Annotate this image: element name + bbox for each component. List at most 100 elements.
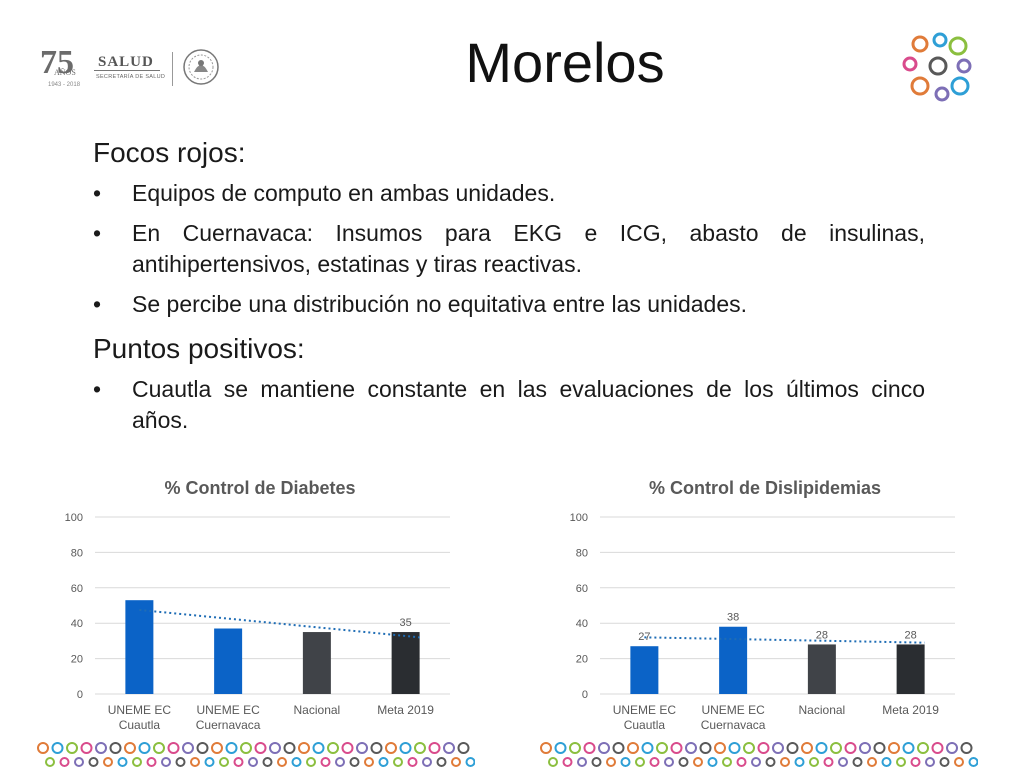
- positivos-list: Cuautla se mantiene constante en las eva…: [93, 374, 925, 436]
- y-tick-label: 0: [582, 689, 588, 701]
- deco-ring: [356, 742, 368, 754]
- deco-ring: [248, 757, 258, 767]
- y-tick-label: 100: [570, 512, 588, 524]
- deco-ring: [80, 742, 93, 754]
- slide-content: Focos rojos: Equipos de computo en ambas…: [93, 134, 925, 446]
- rings-logo-icon: [902, 32, 972, 102]
- deco-ring: [627, 742, 639, 754]
- chart-title: % Control de Dislipidemias: [648, 478, 882, 498]
- deco-ring: [233, 757, 244, 767]
- decorative-border-right: [540, 742, 978, 767]
- deco-ring: [211, 742, 223, 754]
- x-tick-label: Cuautla: [624, 718, 666, 732]
- deco-ring: [117, 757, 128, 767]
- deco-ring: [606, 757, 616, 767]
- deco-ring: [815, 742, 828, 754]
- deco-ring: [37, 742, 49, 754]
- ring-shape: [911, 35, 929, 53]
- bar: [807, 644, 836, 694]
- deco-ring: [540, 742, 552, 754]
- bar: [125, 600, 154, 694]
- deco-ring: [298, 742, 310, 754]
- deco-ring: [736, 757, 747, 767]
- deco-ring: [103, 757, 113, 767]
- bar: [391, 632, 420, 694]
- deco-ring: [699, 742, 712, 754]
- ring-shape: [956, 58, 972, 74]
- deco-ring: [138, 742, 151, 754]
- data-label: 27: [638, 631, 650, 643]
- ring-shape: [934, 86, 950, 102]
- deco-ring: [414, 742, 426, 754]
- diabetes-chart: % Control de Diabetes 0 20 40 60 80 100 UNEME …: [50, 470, 470, 740]
- deco-ring: [931, 742, 944, 754]
- logo-divider-line: [94, 70, 160, 71]
- ring-shape: [902, 56, 918, 72]
- logo-years-text: 1943 - 2018: [48, 82, 81, 88]
- deco-ring: [664, 757, 674, 767]
- deco-ring: [939, 757, 950, 767]
- deco-ring: [583, 742, 596, 754]
- deco-ring: [859, 742, 871, 754]
- x-tick-label: Cuautla: [119, 718, 161, 732]
- deco-ring: [277, 757, 287, 767]
- x-tick-label: Cuernavaca: [701, 718, 766, 732]
- deco-ring: [364, 757, 374, 767]
- deco-ring: [693, 757, 703, 767]
- y-tick-label: 40: [576, 618, 588, 630]
- deco-ring: [146, 757, 157, 767]
- deco-ring: [74, 757, 84, 767]
- deco-ring: [881, 757, 892, 767]
- x-tick-label: UNEME EC: [613, 703, 677, 717]
- deco-ring: [240, 742, 252, 754]
- deco-ring: [707, 757, 718, 767]
- y-tick-label: 80: [576, 547, 588, 559]
- logo-subtitle-text: SECRETARÍA DE SALUD: [96, 74, 166, 80]
- deco-ring: [896, 757, 906, 767]
- deco-ring: [888, 742, 900, 754]
- x-tick-label: UNEME EC: [196, 703, 260, 717]
- x-tick-label: Meta 2019: [377, 703, 434, 717]
- x-tick-label: Nacional: [799, 703, 846, 717]
- deco-ring: [393, 757, 403, 767]
- deco-ring: [620, 757, 631, 767]
- deco-ring: [457, 742, 470, 754]
- y-tick-label: 60: [576, 583, 588, 595]
- deco-ring: [109, 742, 122, 754]
- deco-ring: [291, 757, 302, 767]
- deco-ring: [641, 742, 654, 754]
- deco-ring: [269, 742, 281, 754]
- deco-ring: [844, 742, 857, 754]
- deco-ring: [954, 757, 964, 767]
- deco-ring: [751, 757, 761, 767]
- deco-ring: [656, 742, 668, 754]
- decorative-border-left: [37, 742, 475, 767]
- deco-ring: [370, 742, 383, 754]
- deco-ring: [910, 757, 921, 767]
- x-tick-label: Nacional: [294, 703, 341, 717]
- deco-ring: [635, 757, 645, 767]
- deco-ring: [867, 757, 877, 767]
- deco-ring: [254, 742, 267, 754]
- x-tick-label: UNEME EC: [701, 703, 765, 717]
- deco-ring: [407, 757, 418, 767]
- y-tick-label: 100: [65, 512, 83, 524]
- deco-ring: [722, 757, 732, 767]
- y-tick-label: 60: [71, 583, 83, 595]
- deco-ring: [378, 757, 389, 767]
- y-tick-label: 40: [71, 618, 83, 630]
- deco-ring: [823, 757, 834, 767]
- deco-ring: [873, 742, 886, 754]
- deco-ring: [95, 742, 107, 754]
- deco-ring: [830, 742, 842, 754]
- national-seal-icon: [183, 49, 219, 85]
- y-tick-label: 0: [77, 689, 83, 701]
- deco-ring: [349, 757, 360, 767]
- data-label: 35: [400, 617, 412, 629]
- deco-ring: [59, 757, 70, 767]
- deco-ring: [312, 742, 325, 754]
- deco-ring: [225, 742, 238, 754]
- deco-ring: [548, 757, 558, 767]
- bar: [302, 632, 331, 694]
